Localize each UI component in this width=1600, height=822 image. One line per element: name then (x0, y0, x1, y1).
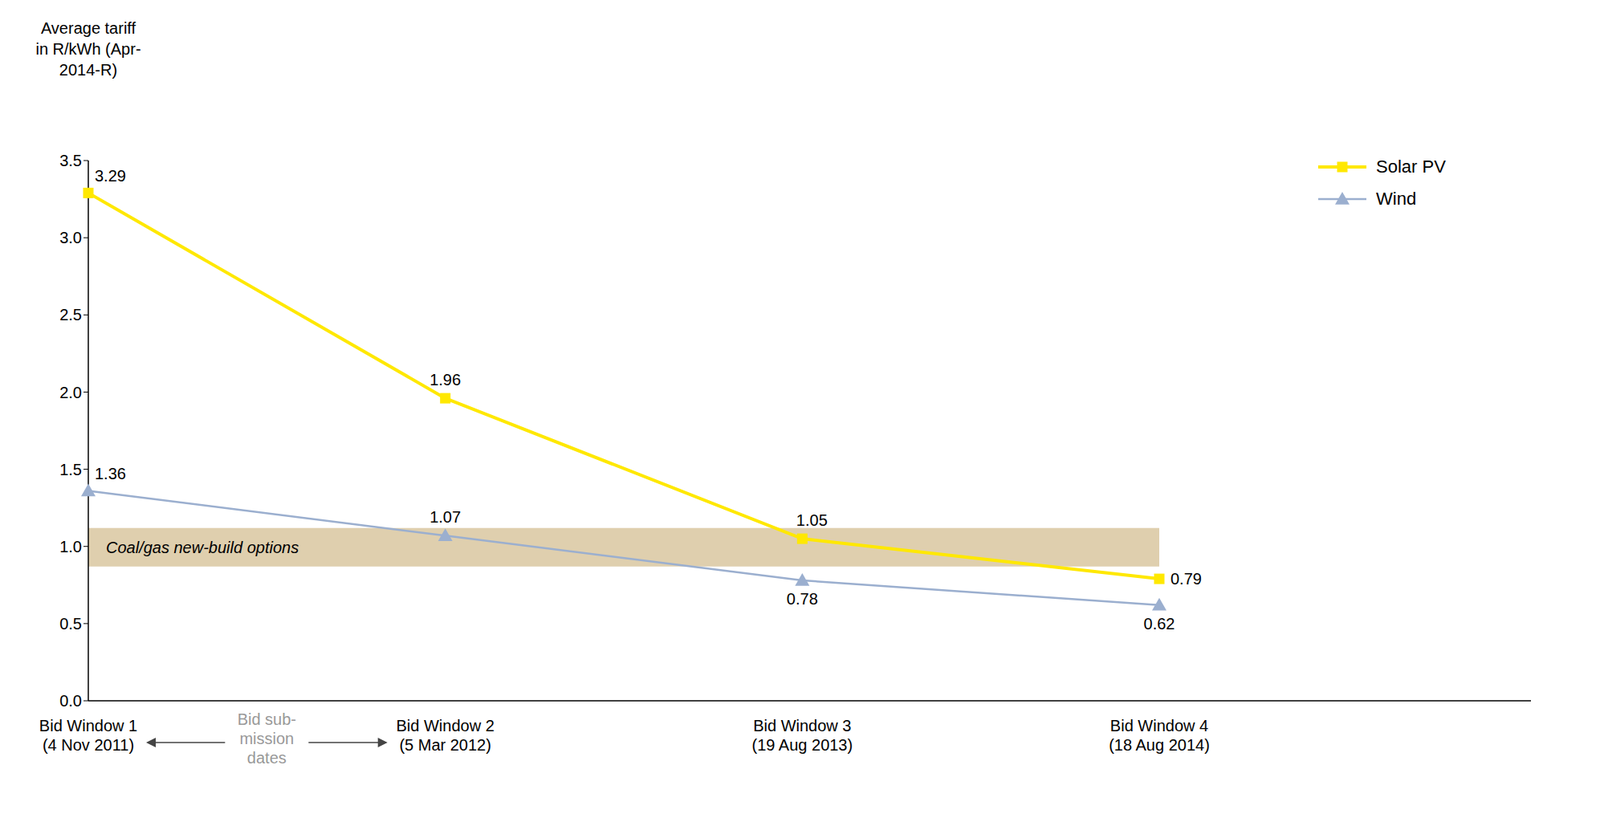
svg-text:Bid Window 2(5 Mar 2012): Bid Window 2(5 Mar 2012) (396, 716, 495, 754)
svg-text:0.62: 0.62 (1144, 614, 1176, 633)
svg-text:Bid sub-missiondates: Bid sub-missiondates (237, 710, 297, 767)
svg-text:1.0: 1.0 (59, 537, 82, 556)
svg-text:Bid Window 4(18 Aug 2014): Bid Window 4(18 Aug 2014) (1108, 716, 1210, 754)
html-text:2014-R): 2014-R) (59, 61, 118, 79)
svg-text:1.5: 1.5 (59, 460, 82, 479)
svg-text:3.0: 3.0 (59, 228, 82, 247)
svg-text:Bid Window 3(19 Aug 2013): Bid Window 3(19 Aug 2013) (752, 716, 854, 754)
svg-text:1.36: 1.36 (94, 464, 127, 483)
svg-text:0.0: 0.0 (59, 692, 82, 710)
svg-text:Coal/gas new-build options: Coal/gas new-build options (105, 538, 299, 557)
svg-text:2.5: 2.5 (59, 305, 82, 324)
html-text:in R/kWh (Apr-: in R/kWh (Apr- (35, 40, 141, 58)
svg-text:2.0: 2.0 (59, 383, 82, 402)
svg-text:0.78: 0.78 (786, 590, 819, 608)
html-text:Average tariff: Average tariff (40, 19, 136, 37)
svg-text:0.5: 0.5 (59, 614, 82, 633)
svg-text:3.29: 3.29 (94, 166, 127, 185)
html-text:Solar PV: Solar PV (1376, 156, 1446, 177)
html-text:Wind: Wind (1376, 188, 1417, 209)
svg-text:1.96: 1.96 (429, 370, 461, 389)
svg-text:0.79: 0.79 (1170, 569, 1202, 588)
svg-text:1.05: 1.05 (796, 511, 828, 530)
svg-text:Bid Window 1(4 Nov 2011): Bid Window 1(4 Nov 2011) (39, 716, 138, 754)
svg-text:1.07: 1.07 (429, 508, 461, 526)
svg-text:3.5: 3.5 (59, 151, 82, 170)
